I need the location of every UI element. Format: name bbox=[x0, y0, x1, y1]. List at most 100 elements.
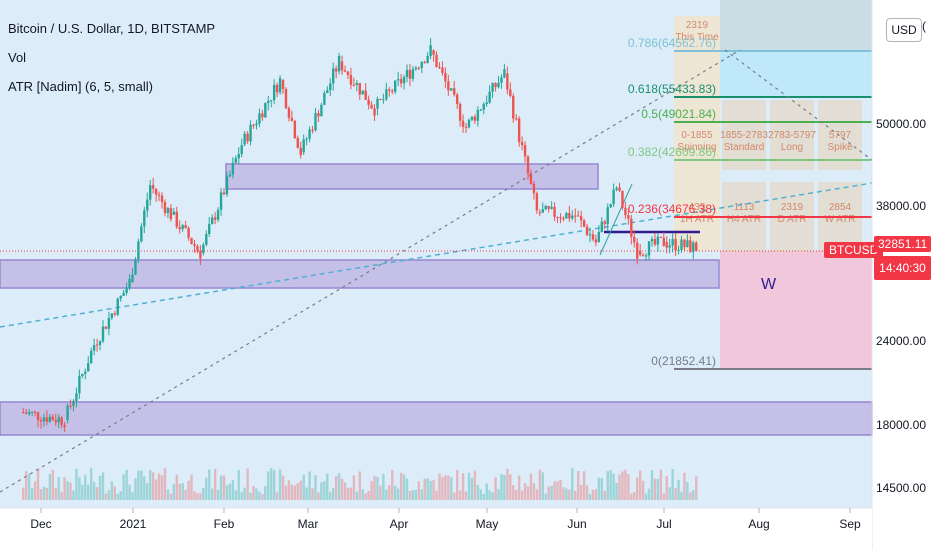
volume-bar bbox=[210, 488, 214, 500]
volume-bar bbox=[343, 482, 347, 500]
candle-body bbox=[455, 94, 459, 104]
candle-body bbox=[39, 420, 43, 422]
candle-body bbox=[535, 193, 539, 211]
table-cell-label: Spinning bbox=[678, 142, 717, 153]
candle-body bbox=[172, 211, 176, 215]
candle-body bbox=[544, 205, 547, 210]
volume-bar bbox=[104, 493, 108, 500]
volume-bar bbox=[346, 487, 350, 500]
table-cell-value: 0-1855 bbox=[681, 130, 713, 141]
time-axis[interactable]: Dec 2021 Feb Mar Apr May Jun Jul Aug Sep bbox=[30, 508, 861, 531]
volume-bar bbox=[140, 470, 143, 500]
candle-body bbox=[373, 108, 376, 116]
candle-body bbox=[178, 227, 181, 230]
candle-body bbox=[151, 185, 155, 189]
volume-bar bbox=[609, 470, 612, 500]
fib-label: 0(21852.41) bbox=[651, 354, 716, 368]
candle-body bbox=[606, 207, 609, 225]
candle-body bbox=[57, 417, 60, 423]
volume-bar bbox=[585, 485, 589, 500]
volume-bar bbox=[594, 489, 598, 500]
volume-bar bbox=[66, 481, 69, 500]
volume-bar bbox=[544, 493, 547, 500]
volume-bar bbox=[302, 474, 305, 500]
candle-body bbox=[54, 420, 57, 423]
candle-body bbox=[470, 116, 474, 120]
candle-body bbox=[326, 90, 329, 94]
table-cell-label: This Time bbox=[675, 32, 719, 43]
volume-bar bbox=[408, 491, 412, 500]
volume-bar bbox=[22, 487, 25, 500]
candle-body bbox=[340, 61, 344, 71]
candle-body bbox=[467, 119, 471, 128]
volume-bar bbox=[258, 491, 261, 500]
pattern-arrow bbox=[599, 183, 633, 256]
candle-body bbox=[329, 83, 332, 91]
candle-body bbox=[414, 67, 418, 70]
candle-body bbox=[444, 72, 447, 82]
volume-bar bbox=[334, 476, 338, 500]
current-price-badge: 32851.11 bbox=[874, 236, 931, 252]
volume-bar bbox=[349, 487, 353, 500]
volume-bar bbox=[293, 485, 297, 500]
candle-body bbox=[405, 69, 409, 77]
volume-bar bbox=[290, 484, 294, 500]
volume-bar bbox=[160, 475, 164, 500]
candle-body bbox=[618, 187, 621, 191]
candle-body bbox=[228, 174, 232, 177]
candle-body bbox=[42, 417, 46, 422]
volume-bar bbox=[603, 490, 606, 500]
candle-body bbox=[382, 99, 385, 101]
volume-bar bbox=[370, 481, 373, 500]
price-tick-label: 18000.00 bbox=[876, 418, 926, 432]
volume-bar bbox=[420, 489, 423, 500]
candle-body bbox=[512, 96, 515, 119]
volume-bar bbox=[385, 489, 388, 500]
volume-bar bbox=[621, 471, 624, 500]
candle-body bbox=[370, 104, 373, 109]
volume-bar bbox=[143, 476, 146, 500]
candle-body bbox=[650, 238, 654, 242]
candle-body bbox=[399, 79, 403, 84]
volume-bar bbox=[686, 481, 689, 500]
candle-body bbox=[500, 77, 503, 83]
volume-bar bbox=[231, 480, 235, 500]
candle-body bbox=[157, 194, 161, 196]
table-cell-bg bbox=[818, 100, 862, 170]
volume-bar bbox=[650, 470, 654, 500]
candle-body bbox=[210, 217, 214, 224]
volume-bar bbox=[656, 478, 660, 500]
volume-bar bbox=[680, 491, 683, 500]
candle-body bbox=[113, 313, 116, 315]
candle-body bbox=[332, 68, 335, 84]
candle-body bbox=[199, 250, 202, 259]
trendline-gray-ext bbox=[724, 49, 873, 161]
candle-body bbox=[402, 76, 406, 84]
time-tick-label: 2021 bbox=[120, 517, 147, 531]
volume-bar bbox=[119, 491, 122, 500]
currency-unit-button[interactable]: USD bbox=[886, 18, 922, 42]
volume-bar bbox=[178, 483, 181, 500]
volume-bars bbox=[22, 468, 698, 500]
volume-bar bbox=[668, 487, 671, 500]
volume-bar bbox=[541, 472, 544, 500]
candle-body bbox=[137, 241, 140, 260]
price-axis[interactable]: 7(50000.0038000.0024000.0018000.0014500.… bbox=[876, 19, 926, 495]
candle-body bbox=[296, 137, 299, 148]
volume-bar bbox=[81, 484, 84, 500]
candle-body bbox=[163, 202, 167, 214]
volume-bar bbox=[532, 483, 536, 500]
candle-body bbox=[503, 69, 506, 78]
candle-body bbox=[692, 242, 695, 253]
candle-body bbox=[411, 69, 415, 79]
candle-body bbox=[25, 412, 28, 414]
volume-bar bbox=[624, 469, 627, 500]
candle-body bbox=[435, 54, 438, 68]
volume-bar bbox=[373, 475, 376, 500]
volume-bar bbox=[450, 477, 453, 500]
candle-body bbox=[317, 113, 320, 117]
volume-bar bbox=[193, 491, 196, 500]
volume-bar bbox=[213, 468, 217, 500]
candle-body bbox=[84, 371, 87, 374]
